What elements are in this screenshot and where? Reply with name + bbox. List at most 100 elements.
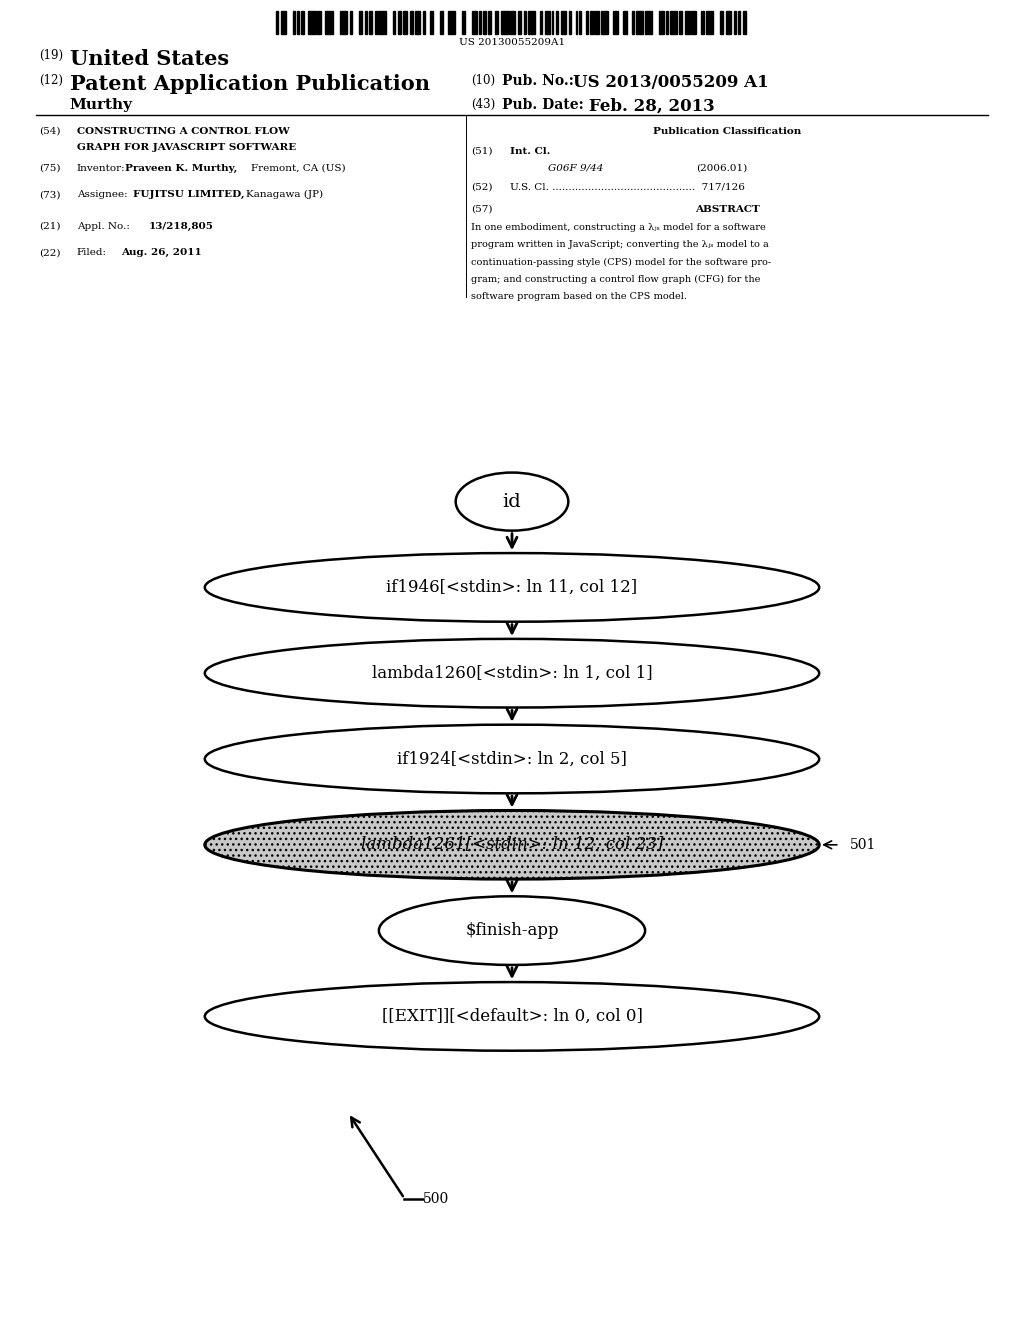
Text: [[EXIT]][<default>: ln 0, col 0]: [[EXIT]][<default>: ln 0, col 0] xyxy=(382,1008,642,1024)
Text: (57): (57) xyxy=(471,205,493,214)
Text: Patent Application Publication: Patent Application Publication xyxy=(70,74,430,94)
Bar xyxy=(691,11,696,34)
Bar xyxy=(375,11,377,34)
Text: FUJITSU LIMITED,: FUJITSU LIMITED, xyxy=(133,190,245,199)
Bar xyxy=(594,11,599,34)
Bar xyxy=(734,11,736,34)
Ellipse shape xyxy=(205,553,819,622)
Bar xyxy=(423,11,425,34)
Bar xyxy=(540,11,542,34)
Bar xyxy=(738,11,739,34)
Ellipse shape xyxy=(379,896,645,965)
Bar xyxy=(511,11,515,34)
Bar xyxy=(502,11,509,34)
Text: Fremont, CA (US): Fremont, CA (US) xyxy=(251,164,345,173)
Text: (10): (10) xyxy=(471,74,496,87)
Text: (43): (43) xyxy=(471,98,496,111)
Bar xyxy=(369,11,372,34)
Text: Publication Classification: Publication Classification xyxy=(653,127,801,136)
Bar xyxy=(552,11,553,34)
Bar xyxy=(670,11,677,34)
Text: id: id xyxy=(503,492,521,511)
Text: US 20130055209A1: US 20130055209A1 xyxy=(459,38,565,48)
Text: (19): (19) xyxy=(39,49,63,62)
Text: Appl. No.:: Appl. No.: xyxy=(77,222,130,231)
Text: US 2013/0055209 A1: US 2013/0055209 A1 xyxy=(573,74,769,91)
Text: lambda1261[<stdin>: ln 12, col 23]: lambda1261[<stdin>: ln 12, col 23] xyxy=(360,837,664,853)
Bar xyxy=(479,11,481,34)
Text: (54): (54) xyxy=(39,127,60,136)
Bar xyxy=(326,11,333,34)
Bar xyxy=(430,11,433,34)
Bar xyxy=(561,11,566,34)
Text: Murthy: Murthy xyxy=(70,98,133,112)
Ellipse shape xyxy=(205,725,819,793)
Bar xyxy=(379,11,386,34)
Bar xyxy=(726,11,731,34)
Bar xyxy=(366,11,367,34)
Bar xyxy=(293,11,295,34)
Bar xyxy=(440,11,443,34)
Text: if1924[<stdin>: ln 2, col 5]: if1924[<stdin>: ln 2, col 5] xyxy=(397,751,627,767)
Bar xyxy=(701,11,705,34)
Bar xyxy=(518,11,521,34)
Bar xyxy=(524,11,526,34)
Bar xyxy=(636,11,643,34)
Text: software program based on the CPS model.: software program based on the CPS model. xyxy=(471,292,687,301)
Bar xyxy=(742,11,745,34)
Bar xyxy=(586,11,588,34)
Text: Aug. 26, 2011: Aug. 26, 2011 xyxy=(121,248,202,257)
Text: (51): (51) xyxy=(471,147,493,156)
Text: Kanagawa (JP): Kanagawa (JP) xyxy=(246,190,323,199)
Text: continuation-passing style (CPS) model for the software pro-: continuation-passing style (CPS) model f… xyxy=(471,257,771,267)
Text: ABSTRACT: ABSTRACT xyxy=(694,205,760,214)
Bar xyxy=(623,11,628,34)
Text: (52): (52) xyxy=(471,182,493,191)
Bar xyxy=(666,11,668,34)
Bar xyxy=(590,11,593,34)
Bar xyxy=(359,11,362,34)
Text: (73): (73) xyxy=(39,190,60,199)
Text: Feb. 28, 2013: Feb. 28, 2013 xyxy=(589,98,715,115)
Bar xyxy=(528,11,536,34)
Bar xyxy=(393,11,394,34)
Ellipse shape xyxy=(205,639,819,708)
Bar xyxy=(276,11,279,34)
Bar xyxy=(297,11,299,34)
Bar xyxy=(482,11,485,34)
Text: if1946[<stdin>: ln 11, col 12]: if1946[<stdin>: ln 11, col 12] xyxy=(386,579,638,595)
Bar xyxy=(308,11,315,34)
Bar xyxy=(645,11,652,34)
Bar xyxy=(472,11,477,34)
Text: 13/218,805: 13/218,805 xyxy=(148,222,213,231)
Bar xyxy=(411,11,414,34)
Text: (2006.01): (2006.01) xyxy=(696,164,748,173)
Bar xyxy=(340,11,347,34)
Text: Pub. Date:: Pub. Date: xyxy=(502,98,584,112)
Bar xyxy=(487,11,490,34)
Text: Praveen K. Murthy,: Praveen K. Murthy, xyxy=(125,164,238,173)
Bar xyxy=(706,11,713,34)
Text: United States: United States xyxy=(70,49,228,69)
Bar xyxy=(317,11,321,34)
Bar xyxy=(685,11,689,34)
Text: (22): (22) xyxy=(39,248,60,257)
Bar xyxy=(415,11,420,34)
Text: Filed:: Filed: xyxy=(77,248,106,257)
Bar xyxy=(496,11,499,34)
Bar xyxy=(397,11,400,34)
Text: lambda1260[<stdin>: ln 1, col 1]: lambda1260[<stdin>: ln 1, col 1] xyxy=(372,665,652,681)
Text: G06F 9/44: G06F 9/44 xyxy=(548,164,603,173)
Bar xyxy=(633,11,634,34)
Text: Pub. No.:: Pub. No.: xyxy=(502,74,573,88)
Bar xyxy=(350,11,352,34)
Bar xyxy=(282,11,286,34)
Text: program written in JavaScript; converting the λⱼₛ model to a: program written in JavaScript; convertin… xyxy=(471,240,769,249)
Bar xyxy=(462,11,465,34)
Text: Int. Cl.: Int. Cl. xyxy=(510,147,550,156)
Ellipse shape xyxy=(456,473,568,531)
Ellipse shape xyxy=(205,982,819,1051)
Text: 501: 501 xyxy=(850,838,877,851)
Text: gram; and constructing a control flow graph (CFG) for the: gram; and constructing a control flow gr… xyxy=(471,275,761,284)
Bar xyxy=(301,11,304,34)
